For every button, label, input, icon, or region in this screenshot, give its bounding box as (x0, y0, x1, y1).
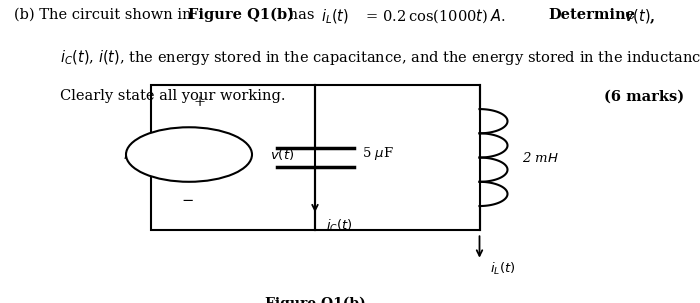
Text: Figure Q1(b): Figure Q1(b) (188, 8, 293, 22)
Text: 2 m$H$: 2 m$H$ (522, 151, 559, 165)
Text: $i(t)$: $i(t)$ (123, 147, 144, 162)
Text: −: − (181, 195, 194, 208)
Text: Clearly state all your working.: Clearly state all your working. (60, 89, 285, 103)
Circle shape (126, 127, 252, 182)
Bar (150, 85, 480, 230)
Text: $i_C(t)$: $i_C(t)$ (326, 218, 352, 234)
Text: (6 marks): (6 marks) (605, 89, 685, 103)
Text: has: has (284, 8, 319, 22)
Text: 5 $\mu$F: 5 $\mu$F (362, 145, 393, 161)
Text: +: + (193, 95, 206, 108)
Text: $v(t)$: $v(t)$ (270, 147, 294, 162)
Text: = 0.2 cos(1000$t$) $A$.: = 0.2 cos(1000$t$) $A$. (361, 8, 512, 25)
Text: (b) The circuit shown in: (b) The circuit shown in (14, 8, 196, 22)
Text: Determine: Determine (549, 8, 636, 22)
Text: $i_L(t)$: $i_L(t)$ (490, 261, 516, 277)
Text: $i_L(t)$: $i_L(t)$ (321, 8, 349, 26)
Text: $v(t)$,: $v(t)$, (619, 8, 655, 26)
Text: $i_C(t)$, $i(t)$, the energy stored in the capacitance, and the energy stored in: $i_C(t)$, $i(t)$, the energy stored in t… (60, 48, 700, 68)
Text: Figure Q1(b): Figure Q1(b) (265, 297, 365, 303)
